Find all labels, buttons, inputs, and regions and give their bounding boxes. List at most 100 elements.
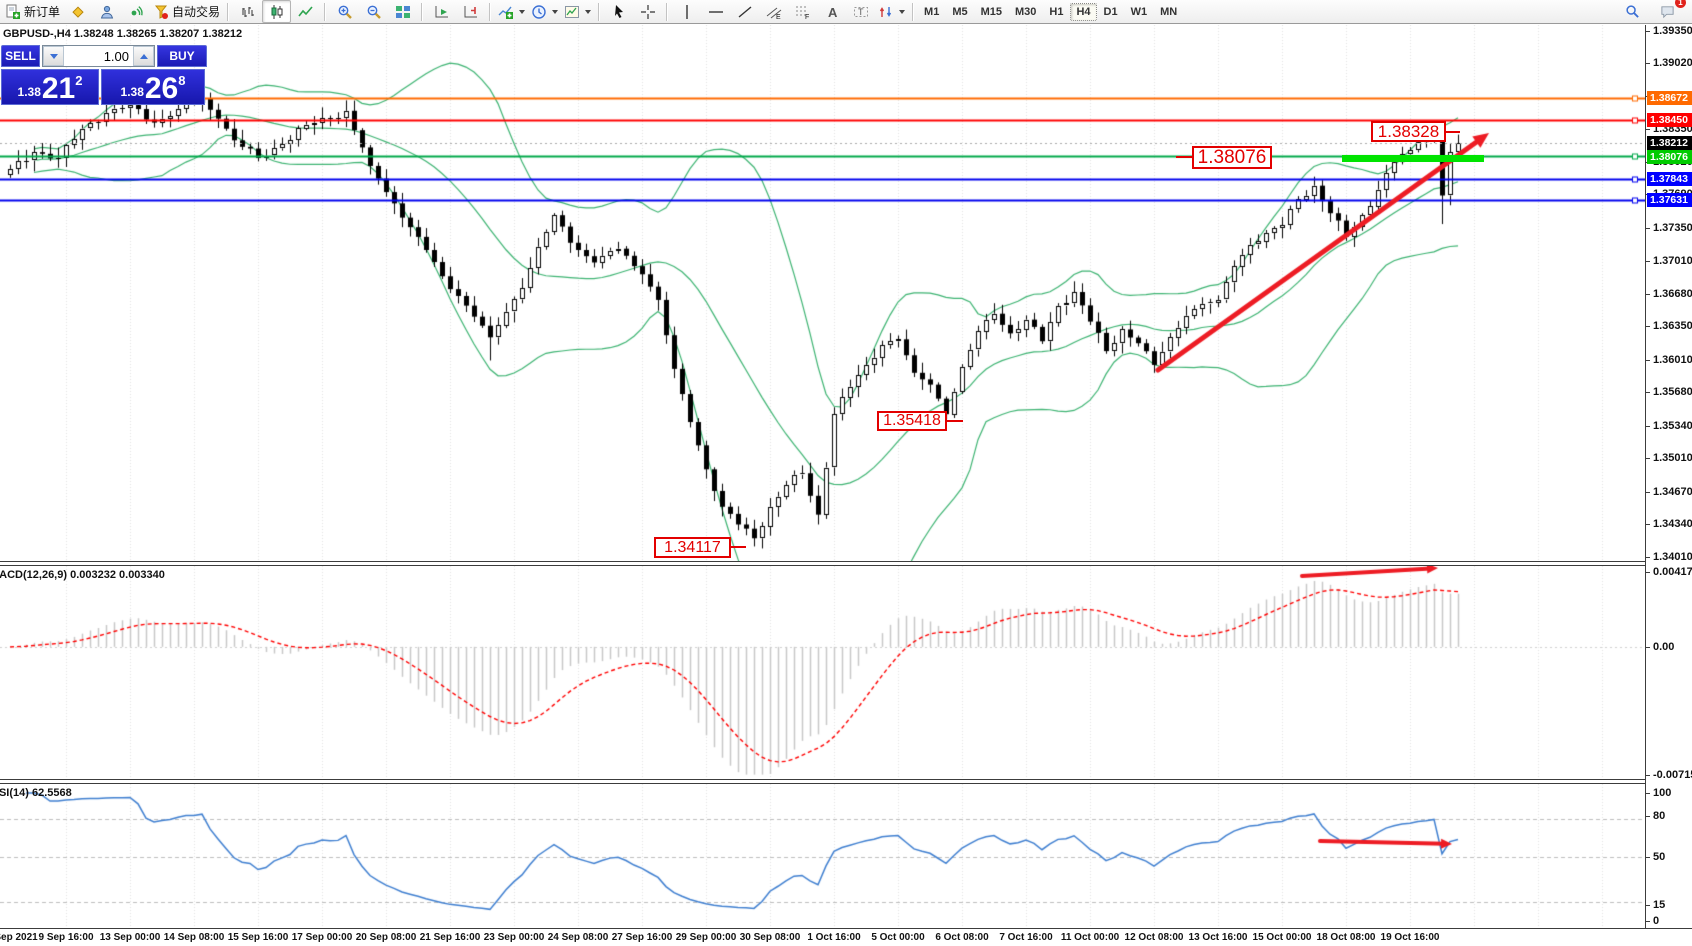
time-label: 8 Sep 2021 [0, 932, 38, 943]
signal-button[interactable] [121, 0, 150, 23]
trendline-button[interactable] [730, 0, 759, 23]
axis-tick [1646, 129, 1650, 130]
chart-symbol-ohlc-label: GBPUSD-,H4 1.38248 1.38265 1.38207 1.382… [3, 28, 243, 40]
axis-tick-label: 100 [1653, 787, 1672, 799]
toolbar-separator [666, 2, 669, 21]
sell-button[interactable]: SELL [1, 45, 40, 67]
time-label: 13 Oct 16:00 [1188, 932, 1248, 943]
time-label: 29 Sep 00:00 [675, 932, 737, 943]
time-label: 14 Sep 08:00 [163, 932, 225, 943]
timeframe-m1-button[interactable]: M1 [924, 5, 940, 18]
templates-icon [564, 4, 580, 20]
profile-button[interactable] [92, 0, 121, 23]
gold-diamond-button[interactable] [63, 0, 92, 23]
dropdown-arrow-icon[interactable] [552, 9, 559, 14]
templates-button[interactable] [561, 0, 594, 23]
fibo-icon: F [795, 4, 811, 20]
text-label-button[interactable]: T [846, 0, 875, 23]
shapes-button[interactable] [875, 0, 908, 23]
timeframe-m5-button[interactable]: M5 [952, 5, 968, 18]
price-annotation-1.34117[interactable]: 1.34117 [654, 537, 731, 558]
channel-button[interactable]: E [759, 0, 788, 23]
periods-button[interactable] [528, 0, 561, 23]
axis-tick-label: 50 [1653, 851, 1666, 863]
auto-trading-button[interactable]: 自动交易 [150, 0, 223, 23]
timeframe-d1-button[interactable]: D1 [1103, 5, 1118, 18]
main-chart-canvas[interactable] [0, 25, 1645, 561]
svg-text:F: F [805, 14, 809, 20]
zoom-in-button[interactable] [330, 0, 359, 23]
sell-price-tile[interactable]: 1.38 21 2 [1, 69, 99, 105]
axis-tick [1646, 557, 1650, 558]
axis-tick-label: 15 [1653, 899, 1666, 911]
svg-text:E: E [776, 14, 781, 20]
time-label: 15 Sep 16:00 [227, 932, 289, 943]
dropdown-arrow-icon[interactable] [899, 9, 906, 14]
auto-scroll-icon [434, 4, 450, 20]
tile-windows-icon [395, 4, 411, 20]
toolbar-separator [912, 2, 915, 21]
new-order-label: 新订单 [24, 5, 61, 19]
toolbar-separator [227, 2, 230, 21]
rsi-panel-canvas[interactable] [0, 784, 1645, 928]
volume-decrease-button[interactable] [43, 46, 64, 66]
time-label: 9 Sep 16:00 [38, 932, 94, 943]
macd-panel-canvas[interactable] [0, 566, 1645, 779]
candles-button[interactable] [262, 0, 292, 23]
axis-tick [1646, 793, 1650, 794]
search-icon[interactable] [1618, 0, 1647, 23]
toolbar-separator [324, 2, 327, 21]
crosshair-button[interactable] [633, 0, 662, 23]
dropdown-arrow-icon[interactable] [585, 9, 592, 14]
fibo-button[interactable]: F [788, 0, 817, 23]
volume-input[interactable] [64, 46, 133, 66]
vline-button[interactable] [672, 0, 701, 23]
chart-shift-icon [463, 4, 479, 20]
time-label: 15 Oct 00:00 [1252, 932, 1312, 943]
bar-chart-button[interactable] [233, 0, 262, 23]
timeframe-w1-button[interactable]: W1 [1130, 5, 1148, 18]
timeframe-m30-button[interactable]: M30 [1015, 5, 1037, 18]
time-label: 13 Sep 00:00 [99, 932, 161, 943]
chart-shift-button[interactable] [456, 0, 485, 23]
toolbar-separator [421, 2, 424, 21]
support-highlight-bar[interactable] [1342, 155, 1484, 162]
rsi-indicator-label: RSI(14) 62.5568 [0, 787, 72, 799]
axis-tick [1646, 228, 1650, 229]
hline-button[interactable] [701, 0, 730, 23]
price-axis: 1.393501.390201.386901.383501.380201.376… [1645, 25, 1692, 928]
price-badge-1.37631: 1.37631 [1647, 193, 1692, 207]
rsi-panel-separator[interactable] [0, 779, 1645, 784]
macd-panel-separator[interactable] [0, 561, 1645, 566]
new-order-button[interactable]: 新订单 [2, 0, 63, 23]
price-annotation-1.38076[interactable]: 1.38076 [1192, 146, 1272, 169]
timeframe-mn-button[interactable]: MN [1160, 5, 1178, 18]
axis-tick [1646, 294, 1650, 295]
timeframe-h1-button[interactable]: H1 [1049, 5, 1064, 18]
time-label: 12 Oct 08:00 [1124, 932, 1184, 943]
text-a-icon: A [824, 4, 840, 20]
timeframe-m15-button[interactable]: M15 [980, 5, 1002, 18]
sell-price-sup: 2 [75, 73, 83, 88]
axis-tick-label: 1.35010 [1653, 452, 1692, 464]
line-chart-button[interactable] [291, 0, 320, 23]
indicators-button[interactable] [495, 0, 528, 23]
zoom-out-button[interactable] [359, 0, 388, 23]
axis-tick-label: 1.39350 [1653, 25, 1692, 37]
auto-scroll-button[interactable] [427, 0, 456, 23]
buy-price-tile[interactable]: 1.38 26 8 [101, 69, 205, 105]
volume-increase-button[interactable] [133, 46, 154, 66]
cursor-icon [611, 4, 627, 20]
dropdown-arrow-icon[interactable] [519, 9, 526, 14]
buy-button[interactable]: BUY [157, 45, 207, 67]
bar-chart-icon [240, 4, 256, 20]
tile-windows-button[interactable] [388, 0, 417, 23]
price-annotation-1.35418[interactable]: 1.35418 [877, 411, 947, 431]
price-annotation-1.38328[interactable]: 1.38328 [1371, 121, 1446, 142]
timeframe-h4-button[interactable]: H4 [1070, 2, 1097, 21]
cursor-button[interactable] [604, 0, 633, 23]
text-a-button[interactable]: A [817, 0, 846, 23]
chat-icon[interactable]: 1 [1653, 0, 1686, 23]
time-label: 27 Sep 16:00 [611, 932, 673, 943]
